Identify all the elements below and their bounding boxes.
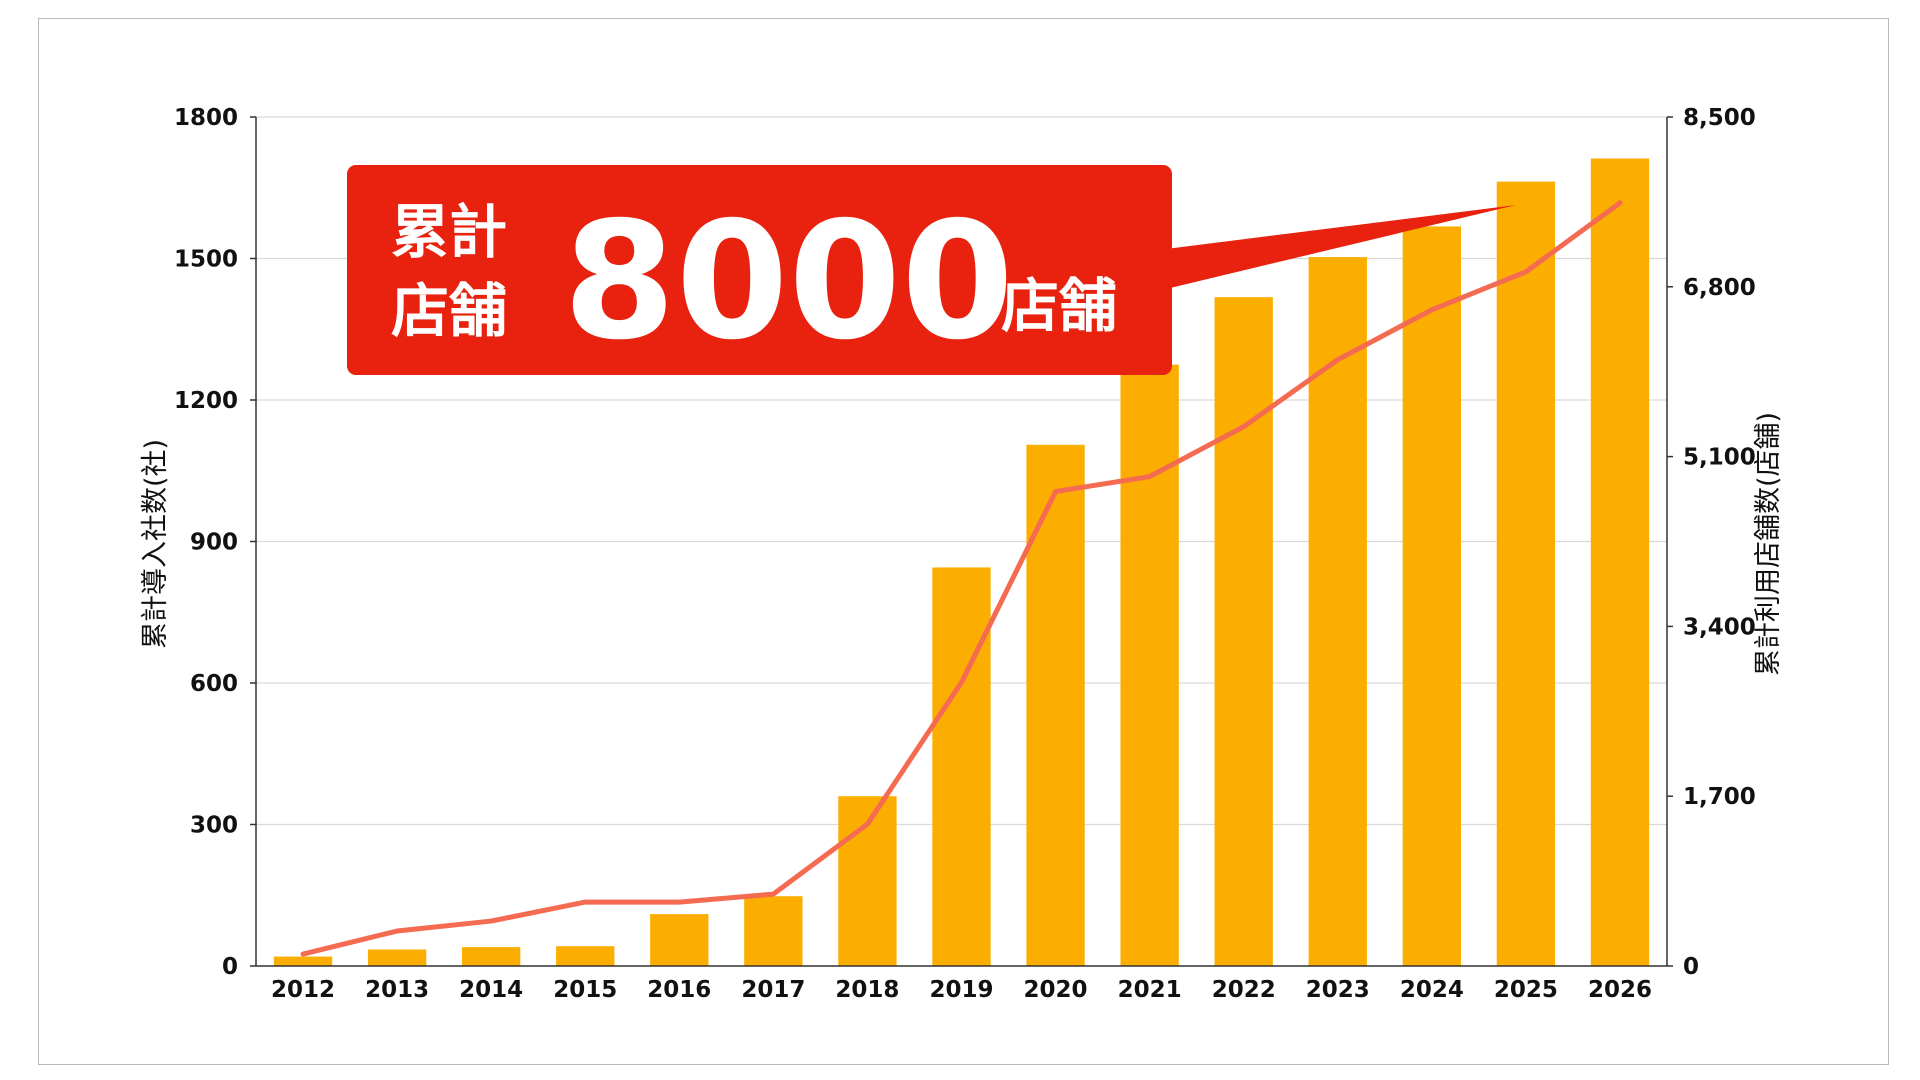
callout-prefix-line2: 店舗 bbox=[391, 277, 507, 345]
bar bbox=[1120, 364, 1179, 966]
x-tick-label: 2014 bbox=[459, 977, 523, 1003]
callout-prefix-line1: 累計 bbox=[391, 198, 507, 266]
bar bbox=[273, 956, 333, 966]
x-tick-label: 2015 bbox=[553, 977, 617, 1003]
callout-pointer bbox=[1166, 205, 1516, 289]
bar bbox=[1590, 158, 1650, 967]
x-tick-label: 2019 bbox=[929, 977, 993, 1003]
bar bbox=[932, 567, 991, 966]
x-tick-label: 2013 bbox=[365, 977, 429, 1003]
right-tick-label: 1,700 bbox=[1683, 784, 1756, 810]
left-tick-label: 300 bbox=[190, 813, 238, 839]
callout-banner: 累計 店舗 8000 店舗 bbox=[347, 165, 1516, 376]
left-axis-title: 累計導入社数(社) bbox=[140, 439, 171, 649]
bar bbox=[1496, 181, 1556, 966]
right-tick-label: 5,100 bbox=[1683, 445, 1756, 471]
left-tick-label: 1800 bbox=[174, 105, 238, 131]
bar bbox=[556, 946, 615, 966]
bar bbox=[1214, 297, 1273, 967]
bar bbox=[1308, 257, 1367, 966]
left-tick-label: 1500 bbox=[174, 247, 238, 273]
left-tick-label: 1200 bbox=[174, 388, 238, 414]
combo-chart: 0 300 600 900 1200 1500 1800 0 1,700 3,400 5,100 6,… bbox=[140, 105, 1784, 1003]
callout-number: 8000 bbox=[563, 188, 1014, 376]
x-tick-label: 2023 bbox=[1306, 977, 1370, 1003]
bar bbox=[1402, 226, 1461, 967]
bar bbox=[744, 896, 803, 966]
right-tick-label: 6,800 bbox=[1683, 275, 1756, 301]
left-tick-label: 900 bbox=[190, 530, 238, 556]
left-tick-label: 0 bbox=[222, 954, 238, 980]
right-tick-label: 0 bbox=[1683, 954, 1699, 980]
x-tick-label: 2020 bbox=[1024, 977, 1088, 1003]
right-axis-title: 累計利用店舗数(店舗) bbox=[1753, 412, 1784, 676]
callout-suffix: 店舗 bbox=[1001, 272, 1117, 340]
x-tick-label: 2016 bbox=[647, 977, 711, 1003]
x-tick-label: 2024 bbox=[1400, 977, 1464, 1003]
x-tick-label: 2026 bbox=[1588, 977, 1652, 1003]
x-tick-label: 2025 bbox=[1494, 977, 1558, 1003]
right-tick-label: 8,500 bbox=[1683, 105, 1756, 131]
chart-frame: 0 300 600 900 1200 1500 1800 0 1,700 3,400 5,100 6,… bbox=[38, 18, 1889, 1065]
axes bbox=[250, 116, 1673, 967]
x-tick-label: 2018 bbox=[835, 977, 899, 1003]
x-tick-label: 2017 bbox=[741, 977, 805, 1003]
left-tick-label: 600 bbox=[190, 671, 238, 697]
bar bbox=[650, 914, 709, 966]
line-series bbox=[300, 200, 1623, 957]
x-tick-label: 2021 bbox=[1118, 977, 1182, 1003]
callout-box bbox=[347, 165, 1172, 375]
bar bbox=[367, 949, 427, 966]
bar bbox=[1026, 444, 1085, 966]
x-tick-label: 2022 bbox=[1212, 977, 1276, 1003]
tick-labels: 0 300 600 900 1200 1500 1800 0 1,700 3,400 5,100 6,… bbox=[174, 105, 1756, 1003]
right-tick-label: 3,400 bbox=[1683, 614, 1756, 640]
bar bbox=[462, 947, 521, 966]
x-tick-label: 2012 bbox=[271, 977, 335, 1003]
